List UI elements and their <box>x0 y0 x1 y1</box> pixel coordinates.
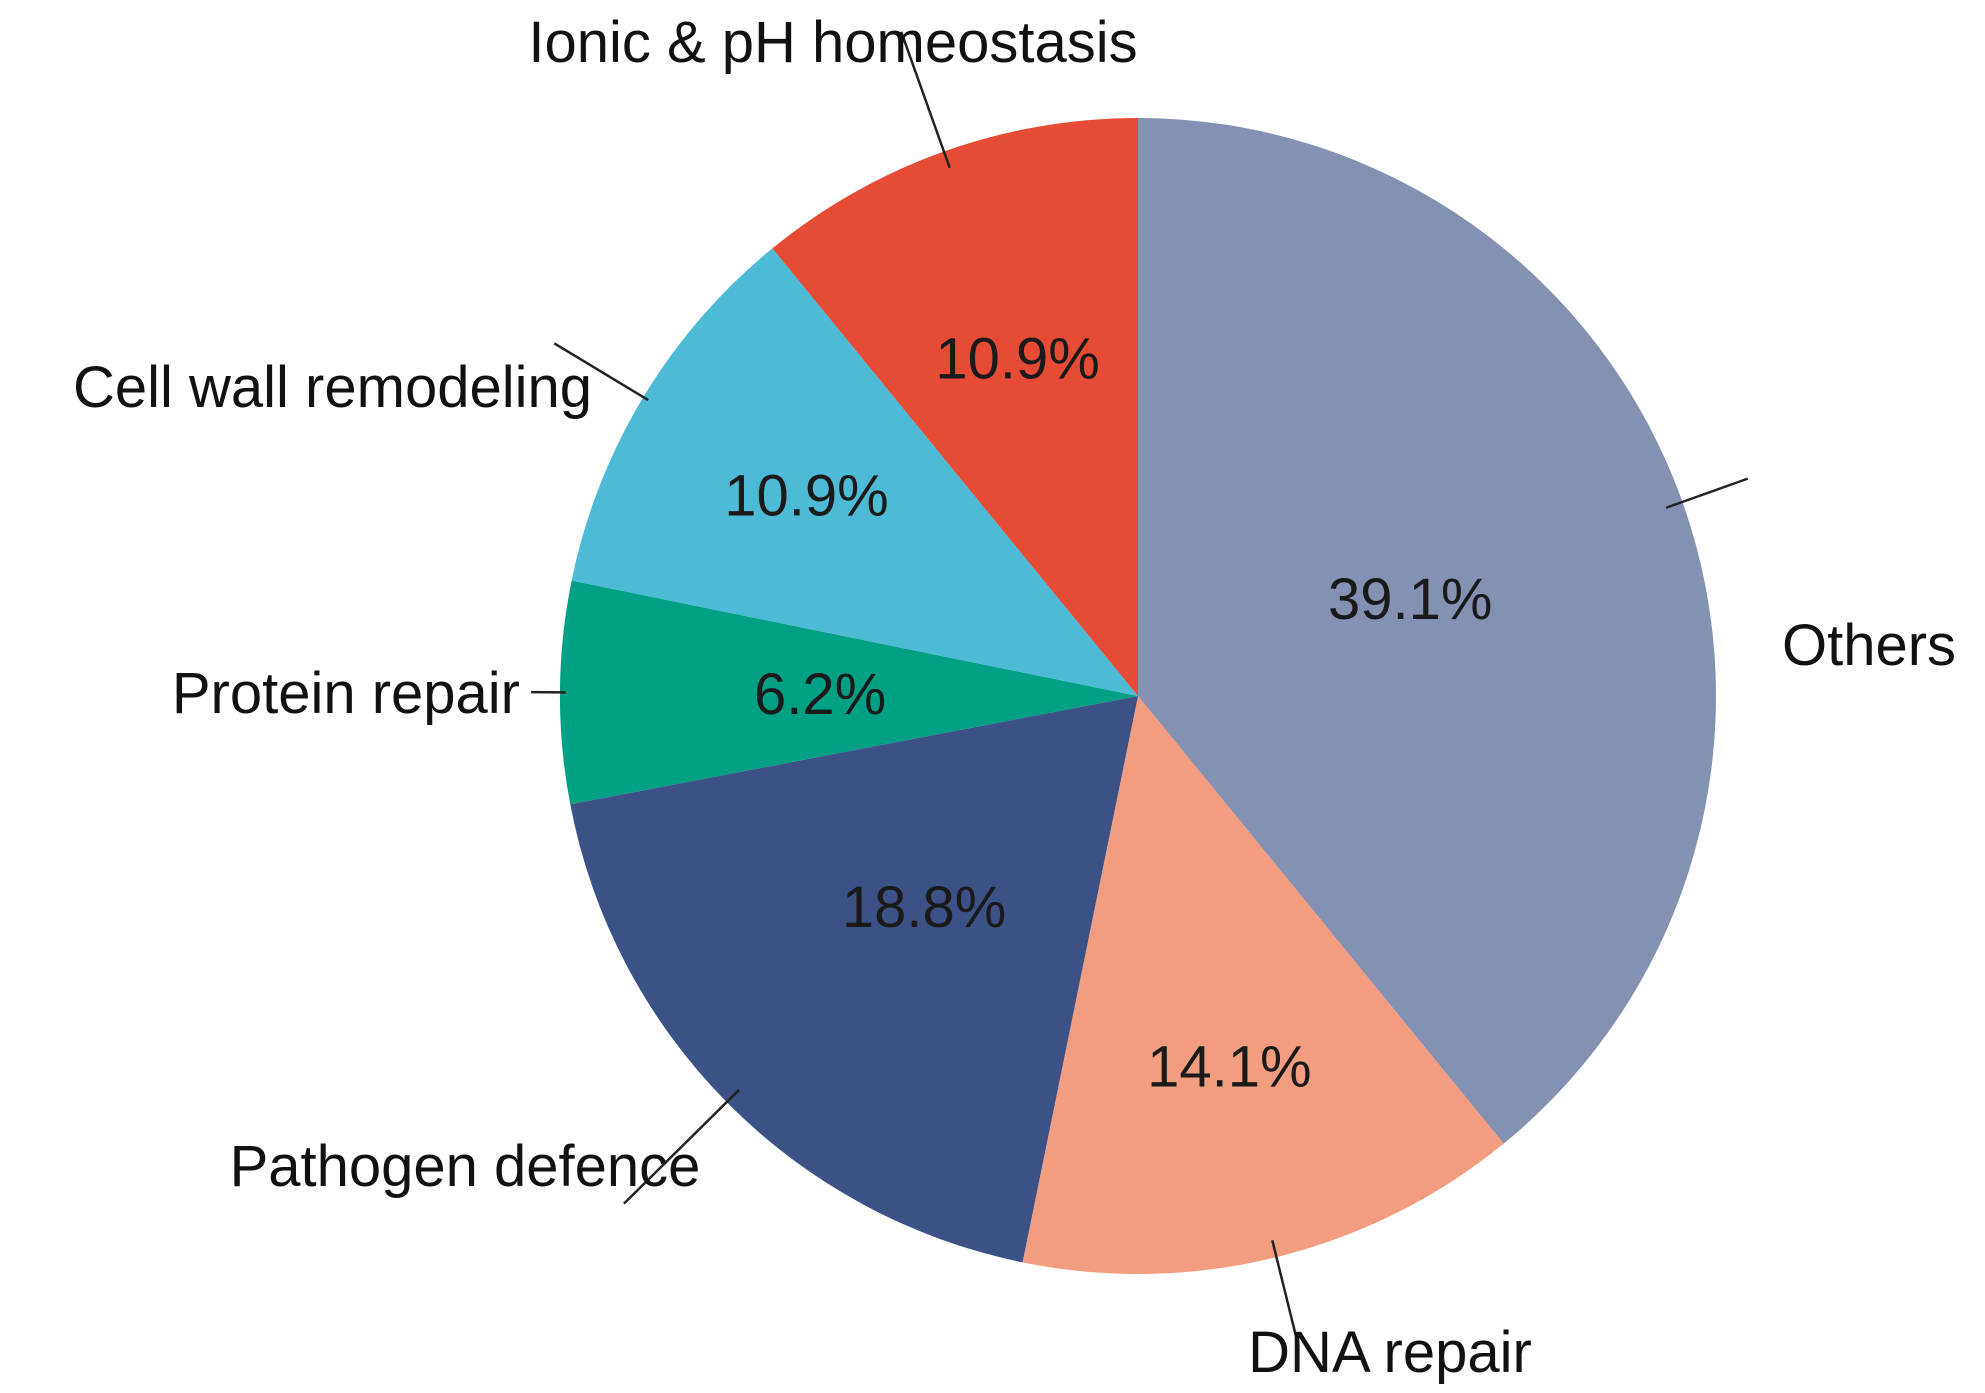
pie-slice-cell-wall-remodeling <box>571 248 1138 697</box>
slice-percent-label-pathogen-defence: 18.8% <box>842 875 1006 940</box>
slice-percent-label-cell-wall-remodeling: 10.9% <box>724 464 888 529</box>
slice-percent-label-dna-repair: 14.1% <box>1147 1034 1311 1099</box>
category-label-dna-repair: DNA repair <box>1248 1320 1532 1385</box>
category-label-ionic-ph-homeostasis: Ionic & pH homeostasis <box>528 10 1137 75</box>
leader-line-dna-repair <box>1271 1240 1300 1348</box>
leader-line-cell-wall-remodeling <box>553 342 649 402</box>
leader-lines <box>531 31 1749 1348</box>
slice-category-labels: Others DNA repair Pathogen defence Prote… <box>73 10 1956 1385</box>
category-label-protein-repair: Protein repair <box>172 661 520 726</box>
category-label-cell-wall-remodeling: Cell wall remodeling <box>73 355 592 420</box>
pie-slice-protein-repair <box>560 580 1138 805</box>
leader-line-pathogen-defence <box>623 1089 740 1205</box>
category-label-pathogen-defence: Pathogen defence <box>230 1134 701 1199</box>
pie-slice-pathogen-defence <box>570 696 1138 1263</box>
slice-percent-label-protein-repair: 6.2% <box>754 662 886 727</box>
leader-line-others <box>1665 477 1749 509</box>
slice-percent-labels: 39.1% 14.1% 18.8% 6.2% 10.9% 10.9% <box>724 326 1492 1099</box>
pie-slice-others <box>1138 118 1717 1144</box>
pie-slices <box>560 118 1717 1274</box>
pie-slice-dna-repair <box>1022 696 1504 1274</box>
slice-percent-label-others: 39.1% <box>1328 567 1492 632</box>
slice-percent-label-ionic-and-ph-homeostasis: 10.9% <box>935 326 1099 391</box>
category-label-others: Others <box>1782 613 1956 678</box>
pie-slice-ionic-and-ph-homeostasis <box>772 118 1138 696</box>
leader-line-ionic-and-ph-homeostasis <box>900 31 951 169</box>
